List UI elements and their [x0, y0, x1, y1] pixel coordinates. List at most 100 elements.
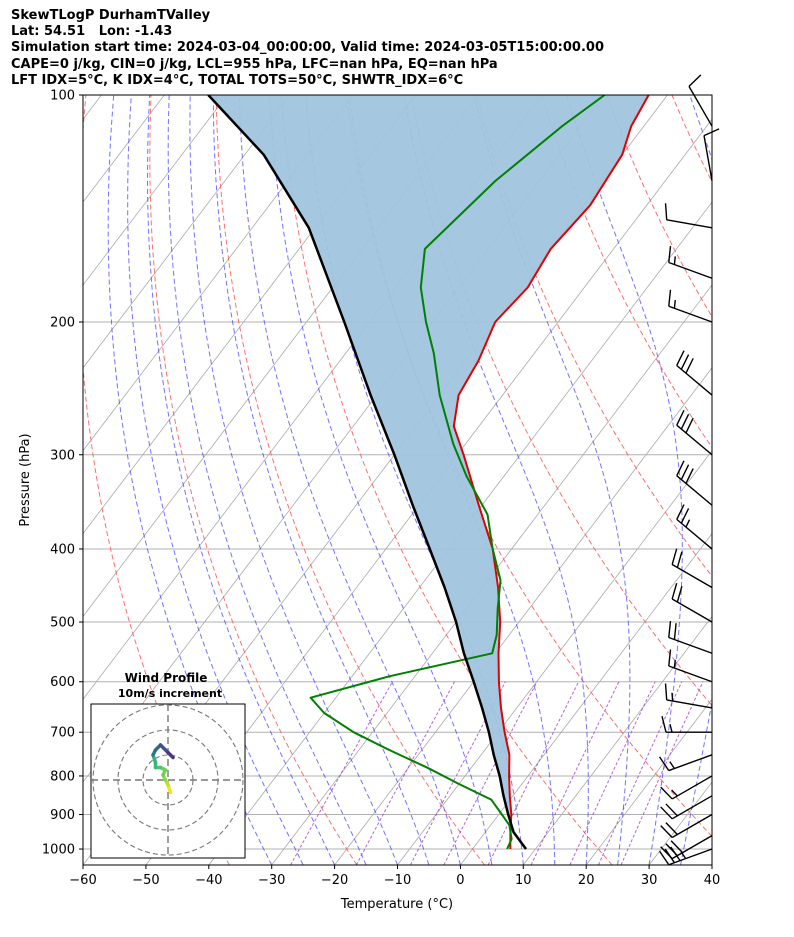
isotherm-line	[585, 698, 712, 865]
mixing-ratio-line	[530, 681, 620, 865]
wind-barb	[668, 621, 713, 654]
wind-barb-flag	[685, 468, 694, 484]
parcel-line	[207, 95, 528, 850]
dry-adiabat-line	[215, 95, 485, 865]
wind-barb-flag	[676, 551, 683, 568]
dry-adiabat-line	[149, 95, 358, 865]
moist-adiabat-line	[239, 95, 461, 865]
hodograph-segment	[158, 743, 170, 755]
dry-adiabat-line	[606, 95, 712, 318]
hodograph-inset: Wind Profile 10m/s increment	[90, 671, 246, 859]
wind-barb-half-flag	[685, 519, 691, 528]
wind-barb-flag	[660, 846, 673, 860]
wind-barb-flag	[688, 74, 702, 87]
wind-barb-flag	[668, 649, 672, 667]
wind-barb-flag	[658, 756, 670, 771]
wind-barb-staff	[668, 754, 713, 772]
moist-adiabat-line	[146, 95, 336, 865]
wind-barb-flag	[658, 850, 670, 866]
wind-barb	[676, 350, 713, 396]
wind-barb-flag	[680, 413, 690, 430]
isotherm-line	[775, 95, 794, 865]
x-tick-label: −40	[195, 873, 222, 888]
header-line-3: Simulation start time: 2024-03-04_00:00:…	[11, 40, 604, 55]
wind-barb-staff	[666, 699, 713, 709]
wind-barb-flag	[676, 410, 685, 426]
isotherm-line	[83, 95, 354, 452]
wind-barb	[660, 775, 713, 800]
wind-barb-half-flag	[671, 692, 674, 702]
wind-barb-half-flag	[673, 256, 676, 265]
y-tick-label: 900	[50, 808, 75, 823]
cin-shading	[208, 95, 649, 833]
header-line-5: LFT IDX=5°C, K IDX=4°C, TOTAL TOTS=50°C,…	[11, 73, 464, 88]
wind-barb	[664, 203, 713, 229]
wind-barb-staff	[671, 563, 713, 589]
moist-adiabat-line	[711, 862, 712, 865]
wind-barb-flag	[668, 289, 672, 307]
wind-barb	[676, 410, 713, 456]
mixing-ratio-line	[597, 681, 683, 865]
wind-barb	[703, 128, 720, 182]
wind-barb-flag	[665, 822, 678, 836]
wind-barb-flag	[685, 358, 694, 374]
y-tick-label: 300	[50, 448, 75, 463]
x-tick-label: 10	[515, 873, 532, 888]
mixing-ratio-line	[620, 681, 704, 865]
wind-barb-flag	[676, 504, 685, 520]
wind-barb	[660, 835, 713, 860]
y-tick-label: 1000	[42, 843, 75, 858]
wind-barb	[660, 795, 713, 820]
hodograph-title: Wind Profile	[125, 671, 208, 685]
x-tick-label: −20	[321, 873, 348, 888]
dewpoint-line	[309, 95, 606, 850]
isotherm-line	[83, 95, 102, 120]
moist-adiabat-line	[127, 95, 304, 865]
moist-adiabat-line	[473, 95, 631, 865]
moist-adiabat-line	[680, 95, 712, 865]
mixing-ratio-line	[290, 681, 393, 865]
wind-barb-flag	[660, 786, 673, 800]
wind-barb-flag	[660, 806, 673, 820]
y-tick-label: 600	[50, 675, 75, 690]
wind-barb-flag	[665, 843, 678, 857]
wind-barb-half-flag	[673, 659, 676, 669]
hodograph-segment	[166, 750, 175, 760]
wind-barb-flag	[676, 350, 685, 366]
wind-barb-flag	[703, 128, 720, 137]
y-tick-label: 100	[50, 89, 75, 104]
wind-barb	[668, 289, 713, 323]
isotherm-line	[522, 615, 712, 865]
header-line-2: Lat: 54.51 Lon: -1.43	[11, 24, 173, 39]
wind-barb-staff	[676, 518, 713, 550]
wind-barb-staff	[668, 261, 713, 279]
wind-barb-flag	[664, 203, 668, 220]
wind-barb	[688, 74, 713, 127]
x-tick-label: 0	[456, 873, 464, 888]
x-tick-label: −50	[132, 873, 159, 888]
wind-barb	[668, 649, 713, 683]
x-axis-label: Temperature (°C)	[340, 897, 453, 912]
wind-barb	[676, 504, 713, 550]
wind-barb-flag	[673, 623, 677, 640]
y-tick-label: 400	[50, 542, 75, 557]
y-tick-label: 200	[50, 315, 75, 330]
wind-barb-staff	[666, 219, 713, 229]
mixing-ratio-line	[355, 681, 455, 865]
wind-barb-staff	[676, 475, 713, 506]
moist-adiabat-line	[212, 95, 430, 865]
y-axis-label: Pressure (hPa)	[18, 433, 33, 526]
wind-barb-staff	[668, 636, 713, 654]
wind-barb-half-flag	[669, 761, 675, 769]
y-tick-label: 800	[50, 769, 75, 784]
moist-adiabat-line	[167, 95, 367, 865]
moist-adiabat-line	[189, 95, 398, 865]
x-tick-label: −10	[384, 873, 411, 888]
wind-barb-staff	[671, 598, 713, 623]
wind-barb-staff	[671, 813, 713, 839]
wind-barb	[658, 846, 713, 866]
moist-adiabat-line	[403, 95, 589, 865]
wind-barb-flag	[676, 460, 685, 476]
wind-barb-flag	[670, 840, 684, 854]
wind-barb-staff	[688, 86, 713, 127]
